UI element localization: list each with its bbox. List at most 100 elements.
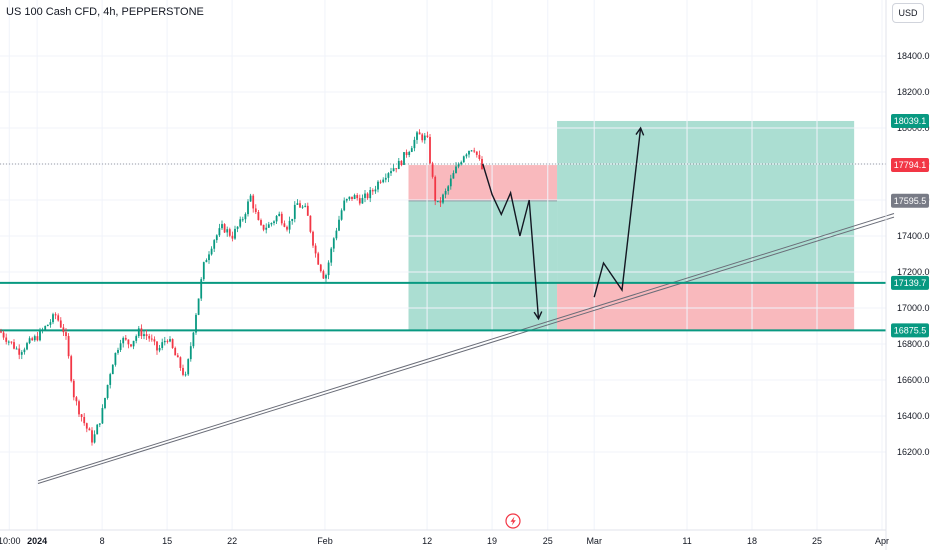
candle-body: [202, 262, 205, 280]
trendline-2[interactable]: [37, 216, 895, 484]
candle-body: [166, 340, 169, 342]
candle-body: [200, 279, 203, 299]
candle-body: [426, 135, 429, 137]
candle-body: [140, 328, 143, 337]
price-badge-label: 17794.1: [894, 160, 927, 170]
candle-body: [83, 416, 86, 424]
candle-body: [309, 215, 312, 232]
candle-body: [416, 132, 418, 140]
candle-body: [304, 205, 307, 207]
price-tick-label: 16200.0: [897, 447, 930, 457]
candle-body: [434, 176, 437, 201]
candle-body: [137, 328, 140, 337]
candle-body: [197, 298, 200, 315]
candle-body: [392, 168, 395, 172]
candle-body: [340, 210, 343, 220]
projection-arrow-down[interactable]: [482, 163, 540, 319]
candle-body: [405, 152, 408, 156]
candle-body: [384, 177, 387, 180]
candle-body: [442, 194, 444, 203]
candle-body: [353, 195, 356, 199]
candle-body: [397, 160, 400, 170]
candle-body: [465, 154, 468, 157]
candle-body: [400, 160, 403, 165]
trendline-1[interactable]: [37, 213, 895, 482]
candle-body: [296, 203, 299, 205]
price-badge: [891, 113, 929, 128]
candle-body: [270, 223, 273, 225]
candle-body: [153, 339, 156, 342]
price-tick-label: 16600.0: [897, 375, 930, 385]
candle-body: [111, 364, 114, 375]
candle-body: [148, 336, 151, 339]
time-tick-label: 25: [543, 536, 553, 546]
time-tick-label: 2024: [27, 536, 47, 546]
candle-body: [241, 219, 244, 221]
price-tick-label: 16400.0: [897, 411, 930, 421]
time-axis[interactable]: 10:00 2024 8 15 22 Feb 12 19 25 Mar 11 18 25 Apr: [0, 536, 889, 546]
bolt-icon[interactable]: [505, 513, 521, 529]
candle-body: [218, 228, 221, 236]
candle-body: [59, 320, 62, 328]
candle-body: [117, 349, 119, 353]
candle-body: [260, 220, 262, 225]
candle-body: [130, 344, 132, 347]
candle-body: [475, 151, 478, 155]
price-badge-label: 16875.5: [894, 325, 927, 335]
projection-arrow-down-arrowhead: [533, 311, 543, 321]
candle-body: [439, 200, 442, 203]
price-badge: [891, 275, 929, 290]
projection-arrow-up[interactable]: [593, 127, 642, 298]
candle-body: [374, 189, 377, 192]
candle-body: [65, 332, 67, 337]
candle-body: [114, 352, 117, 365]
candle-body: [325, 275, 327, 279]
candle-body: [275, 216, 278, 222]
candle-body: [452, 173, 455, 179]
candle-body: [468, 150, 470, 155]
candle-body: [44, 326, 47, 330]
currency-button[interactable]: USD: [892, 3, 924, 23]
candle-body: [283, 223, 286, 227]
candle-body: [23, 349, 26, 353]
candle-body: [208, 254, 210, 261]
candle-body: [291, 218, 294, 221]
candle-body: [462, 156, 465, 163]
candle-body: [369, 190, 372, 199]
candle-body: [36, 336, 39, 341]
candle-body: [28, 338, 31, 344]
candle-body: [96, 424, 99, 435]
candle-body: [26, 343, 28, 350]
candle-body: [101, 408, 104, 424]
candle-body: [78, 401, 80, 415]
candle-body: [163, 340, 166, 343]
candle-body: [293, 204, 296, 219]
candle-body: [132, 340, 135, 347]
position-1-loss-zone: [408, 165, 558, 201]
candle-body: [348, 196, 351, 200]
candle-body: [49, 322, 52, 325]
candle-body: [119, 343, 122, 350]
candle-body: [215, 235, 218, 241]
candle-body: [127, 339, 130, 345]
candle-body: [39, 330, 41, 341]
candle-body: [174, 347, 177, 356]
position-2-profit-zone: [557, 120, 855, 283]
candle-body: [460, 162, 463, 165]
candle-body: [135, 336, 138, 341]
candle-body: [481, 158, 483, 170]
candle-body: [249, 195, 252, 202]
price-tick-label: 17000.0: [897, 303, 930, 313]
price-tick-label: 17200.0: [897, 267, 930, 277]
time-tick-label: Mar: [586, 536, 602, 546]
candle-body: [299, 203, 301, 208]
candle-body: [93, 434, 96, 443]
candle-body: [88, 428, 91, 431]
time-tick-label: 22: [227, 536, 237, 546]
price-axis[interactable]: 16200.0 16400.0 16600.0 16800.0 17000.0 17200…: [897, 51, 930, 457]
candle-body: [41, 329, 44, 331]
candle-body: [72, 380, 75, 398]
time-tick-label: 18: [747, 536, 757, 546]
candle-body: [387, 173, 390, 178]
